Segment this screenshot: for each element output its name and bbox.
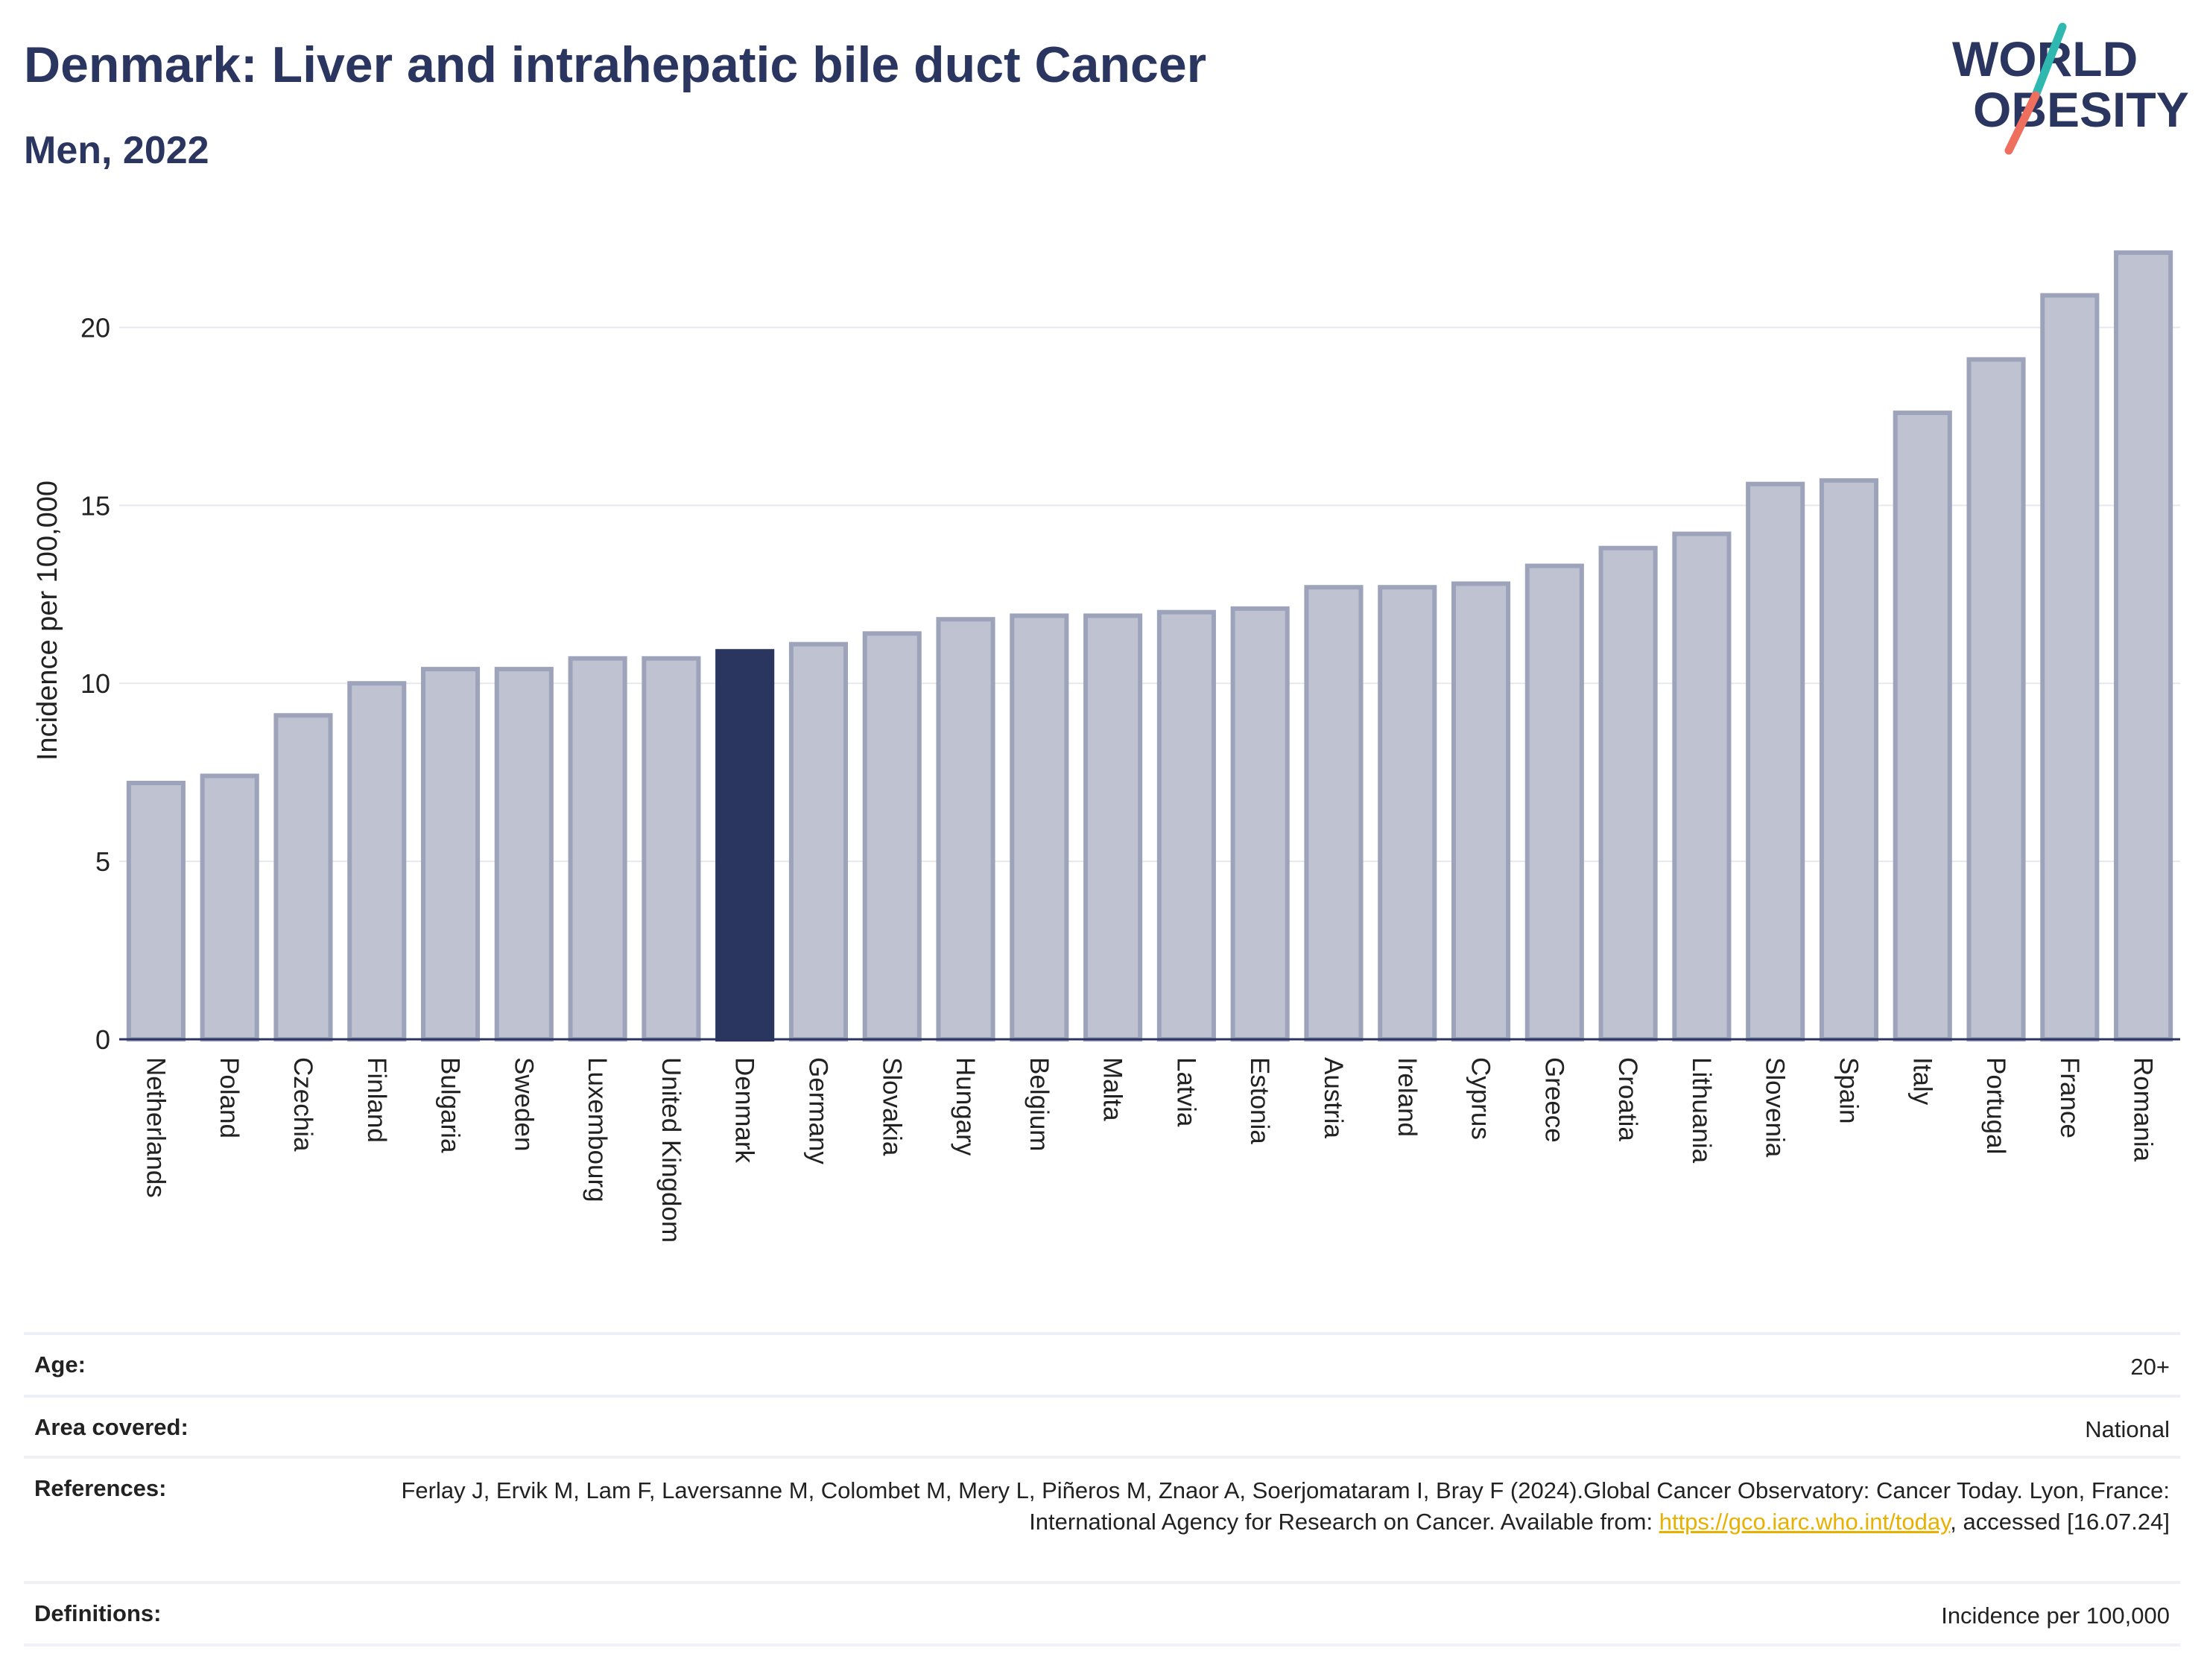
x-tick-label: Finland bbox=[362, 1057, 391, 1143]
x-tick-label: Sweden bbox=[509, 1057, 538, 1151]
x-tick-label: Slovenia bbox=[1761, 1057, 1790, 1158]
page-title: Denmark: Liver and intrahepatic bile duc… bbox=[24, 37, 1207, 93]
page-subtitle: Men, 2022 bbox=[24, 129, 209, 172]
info-row-age: Age: 20+ bbox=[24, 1335, 2180, 1398]
x-tick-label: Latvia bbox=[1171, 1057, 1200, 1127]
bar-spain bbox=[1819, 478, 1879, 1042]
bars bbox=[126, 250, 2173, 1042]
y-tick-label: 15 bbox=[80, 490, 110, 521]
y-tick-label: 0 bbox=[95, 1024, 110, 1055]
bar-cyprus bbox=[1451, 581, 1511, 1042]
x-tick-label: Italy bbox=[1907, 1057, 1937, 1106]
axes: 0 5 10 15 20 Netherlands Poland Czechia Finland B… bbox=[80, 312, 2180, 1243]
references-value: Ferlay J, Ervik M, Lam F, Laversanne M, … bbox=[307, 1475, 2170, 1538]
x-tick-label: Bulgaria bbox=[436, 1057, 465, 1153]
info-table: Age: 20+ Area covered: National Referenc… bbox=[24, 1332, 2180, 1646]
area-value: National bbox=[2085, 1416, 2170, 1442]
bar-estonia bbox=[1230, 606, 1290, 1042]
references-label: References: bbox=[34, 1475, 167, 1501]
bar-ireland bbox=[1378, 585, 1437, 1042]
bar-united-kingdom bbox=[642, 656, 701, 1042]
x-tick-label: Portugal bbox=[1981, 1057, 2010, 1154]
x-tick-label: Denmark bbox=[730, 1057, 759, 1163]
bar-romania bbox=[2114, 250, 2173, 1042]
definitions-label: Definitions: bbox=[34, 1600, 162, 1626]
bar-chart: 0 5 10 15 20 Netherlands Poland Czechia Finland B… bbox=[32, 250, 2180, 1243]
x-tick-label: Belgium bbox=[1025, 1057, 1054, 1151]
bar-sweden bbox=[494, 667, 554, 1042]
bar-finland bbox=[347, 681, 407, 1042]
bar-hungary bbox=[936, 617, 995, 1042]
references-accessed: , accessed [16.07.24] bbox=[1950, 1509, 2170, 1535]
y-tick-label: 5 bbox=[95, 846, 110, 877]
bar-bulgaria bbox=[420, 667, 481, 1042]
logo-slash-top bbox=[2031, 22, 2067, 100]
bar-italy bbox=[1893, 411, 1952, 1042]
y-axis-label: Incidence per 100,000 bbox=[32, 481, 63, 761]
x-tick-label: Netherlands bbox=[141, 1057, 170, 1198]
x-tick-label: Ireland bbox=[1393, 1057, 1422, 1137]
info-row-references: References: Ferlay J, Ervik M, Lam F, La… bbox=[24, 1459, 2180, 1584]
bar-poland bbox=[200, 773, 259, 1042]
y-tick-label: 20 bbox=[80, 312, 110, 343]
world-obesity-logo: WORLD OBESITY bbox=[1952, 22, 2189, 155]
x-tick-label: Hungary bbox=[951, 1057, 980, 1156]
bar-latvia bbox=[1156, 609, 1216, 1042]
bar-luxembourg bbox=[568, 656, 627, 1042]
bar-portugal bbox=[1966, 357, 2026, 1042]
age-value: 20+ bbox=[2130, 1354, 2170, 1380]
definitions-value: Incidence per 100,000 bbox=[1941, 1603, 2170, 1629]
bar-slovakia bbox=[862, 631, 922, 1042]
x-tick-label: Czechia bbox=[288, 1057, 317, 1152]
bar-malta bbox=[1083, 613, 1143, 1042]
bar-belgium bbox=[1010, 613, 1069, 1042]
x-tick-label: Cyprus bbox=[1466, 1057, 1495, 1140]
bar-lithuania bbox=[1672, 531, 1732, 1042]
x-tick-label: Romania bbox=[2129, 1057, 2158, 1162]
y-tick-label: 10 bbox=[80, 668, 110, 699]
area-label: Area covered: bbox=[34, 1414, 189, 1440]
x-tick-label: Austria bbox=[1319, 1057, 1348, 1138]
references-link[interactable]: https://gco.iarc.who.int/today bbox=[1659, 1509, 1951, 1535]
x-tick-label: United Kingdom bbox=[656, 1057, 685, 1243]
logo-line2: OBESITY bbox=[1973, 82, 2189, 137]
bar-germany bbox=[788, 641, 849, 1042]
x-tick-label: Spain bbox=[1834, 1057, 1863, 1124]
x-tick-label: Poland bbox=[215, 1057, 244, 1138]
bar-slovenia bbox=[1746, 481, 1805, 1042]
bar-greece bbox=[1524, 563, 1584, 1042]
x-tick-label: France bbox=[2055, 1057, 2084, 1138]
bar-czechia bbox=[273, 713, 333, 1042]
age-label: Age: bbox=[34, 1351, 86, 1378]
info-row-definitions: Definitions: Incidence per 100,000 bbox=[24, 1584, 2180, 1646]
info-row-area: Area covered: National bbox=[24, 1398, 2180, 1459]
bar-denmark bbox=[715, 649, 775, 1042]
x-tick-label: Greece bbox=[1539, 1057, 1568, 1143]
bar-croatia bbox=[1598, 545, 1658, 1042]
bar-austria bbox=[1304, 585, 1364, 1042]
x-tick-label: Estonia bbox=[1245, 1057, 1274, 1144]
references-text: Ferlay J, Ervik M, Lam F, Laversanne M, … bbox=[401, 1477, 2170, 1535]
x-tick-label: Germany bbox=[803, 1057, 832, 1164]
x-tick-label: Malta bbox=[1098, 1057, 1127, 1121]
x-tick-label: Slovakia bbox=[877, 1057, 906, 1156]
bar-netherlands bbox=[126, 781, 186, 1042]
bar-france bbox=[2040, 293, 2100, 1042]
x-tick-label: Lithuania bbox=[1687, 1057, 1716, 1164]
x-tick-label: Luxembourg bbox=[583, 1057, 612, 1202]
x-tick-label: Croatia bbox=[1613, 1057, 1642, 1141]
logo-slash-bottom bbox=[2004, 91, 2040, 155]
